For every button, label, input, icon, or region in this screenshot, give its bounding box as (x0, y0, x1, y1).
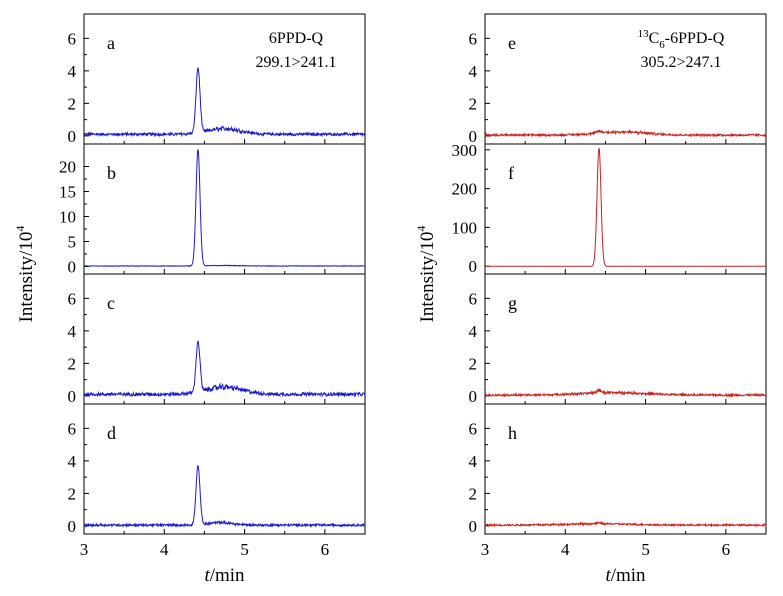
y-tick-label: 300 (452, 141, 478, 160)
y-axis-base: Intensity/10 (16, 232, 37, 323)
trace-h (484, 520, 767, 528)
trace-g (484, 387, 767, 398)
y-axis-base: Intensity/10 (417, 232, 438, 323)
compound-name: 13C6-6PPD-Q (638, 28, 725, 51)
panel-d: 0 2 4 6 d (68, 403, 366, 536)
panel-letter: f (508, 163, 514, 183)
trace-e (484, 128, 767, 138)
y-tick-label: 0 (68, 387, 77, 406)
y-tick-label: 10 (59, 208, 76, 227)
panel-frame (83, 273, 366, 405)
panel-letter: a (107, 33, 115, 53)
panel-b: 0 5 10 15 20 b (59, 143, 366, 277)
trace-a (83, 67, 366, 138)
compound-text: 6PPD-Q (269, 30, 324, 47)
compound-name: 6PPD-Q (269, 30, 324, 47)
x-tick-label: 5 (641, 540, 650, 559)
y-tick-label: 6 (68, 29, 77, 48)
panel-letter: c (107, 293, 115, 313)
y-tick-label: 15 (59, 183, 76, 202)
y-tick-label: 4 (68, 62, 77, 81)
mrm-transition: 305.2>247.1 (640, 54, 721, 71)
y-tick-label: 4 (469, 62, 478, 81)
y-tick-label: 0 (68, 517, 77, 536)
y-tick-label: 0 (469, 127, 478, 146)
panel-frame (484, 143, 767, 275)
panel-frame (484, 403, 767, 535)
y-tick-label: 2 (68, 94, 77, 113)
panel-letter: h (508, 423, 517, 443)
panel-h: 0 2 4 6 h (469, 403, 767, 536)
y-axis-exp: 4 (13, 226, 27, 232)
y-tick-label: 0 (469, 257, 478, 276)
x-axis-unit: /min (210, 565, 245, 586)
y-tick-label: 200 (452, 180, 478, 199)
panel-letter: e (508, 33, 516, 53)
y-tick-label: 4 (469, 322, 478, 341)
panel-letter: g (508, 293, 517, 313)
y-tick-label: 0 (469, 517, 478, 536)
y-tick-label: 4 (68, 322, 77, 341)
y-tick-label: 6 (469, 289, 478, 308)
trace-c (83, 340, 366, 398)
x-tick-label: 4 (561, 540, 570, 559)
compound-sup: 13 (638, 28, 650, 40)
mrm-transition: 299.1>241.1 (255, 54, 336, 71)
panel-frame (83, 143, 366, 275)
y-axis-label: Intensity/104 (414, 226, 438, 323)
y-tick-label: 2 (469, 354, 478, 373)
y-tick-label: 2 (68, 354, 77, 373)
y-tick-label: 20 (59, 158, 76, 177)
panel-frame (484, 273, 767, 405)
y-tick-label: 2 (68, 484, 77, 503)
x-axis-var: t (204, 565, 210, 586)
y-tick-label: 4 (469, 452, 478, 471)
x-tick-label: 4 (160, 540, 169, 559)
panel-letter: d (107, 423, 116, 443)
trace-b (83, 149, 366, 267)
panel-c: 0 2 4 6 c (68, 273, 366, 406)
compound-rest: -6PPD-Q (665, 30, 725, 47)
x-tick-label: 6 (321, 540, 330, 559)
y-tick-label: 4 (68, 452, 77, 471)
panel-g: 0 2 4 6 g (469, 273, 767, 406)
y-axis-exp: 4 (414, 226, 428, 232)
trace-d (83, 465, 366, 529)
y-tick-label: 6 (68, 289, 77, 308)
trace-f (484, 147, 766, 267)
y-tick-label: 2 (469, 94, 478, 113)
y-tick-label: 2 (469, 484, 478, 503)
panel-f: 0 100 200 300 f (452, 141, 767, 276)
compound-sub: 6 (659, 39, 665, 51)
x-tick-label: 6 (722, 540, 731, 559)
x-tick-label: 3 (80, 540, 89, 559)
x-axis-label: t/min (605, 565, 646, 586)
panel-e: 0 2 4 6 e (469, 13, 767, 146)
x-axis-unit: /min (611, 565, 646, 586)
x-tick-label: 3 (481, 540, 490, 559)
y-tick-label: 0 (469, 387, 478, 406)
x-axis-var: t (605, 565, 611, 586)
y-tick-label: 0 (68, 127, 77, 146)
compound-c: C (649, 30, 660, 47)
x-axis-label: t/min (204, 565, 245, 586)
panel-frame (83, 403, 366, 535)
y-tick-label: 5 (68, 233, 77, 252)
y-tick-label: 6 (469, 29, 478, 48)
y-tick-label: 100 (452, 218, 478, 237)
y-tick-label: 6 (469, 419, 478, 438)
y-tick-label: 6 (68, 419, 77, 438)
y-tick-label: 0 (68, 258, 77, 277)
y-axis-label: Intensity/104 (13, 226, 37, 323)
panel-letter: b (107, 163, 116, 183)
x-tick-label: 5 (240, 540, 249, 559)
